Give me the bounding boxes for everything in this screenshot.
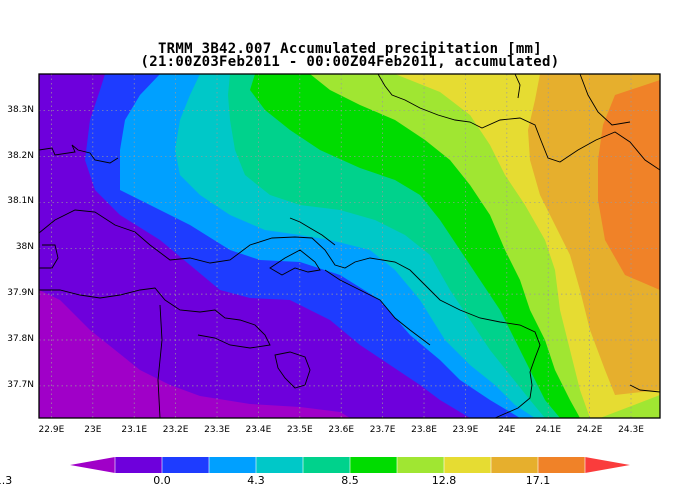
y-tick-label: 37.8N [7, 334, 34, 345]
colorbar-high-triangle [585, 457, 630, 473]
y-tick-label: 38N [15, 242, 34, 253]
x-tick-label: 23.4E [245, 425, 272, 435]
colorbar-swatch [491, 457, 539, 473]
y-tick-label: 38.2N [7, 150, 34, 161]
map-title: TRMM 3B42.007 Accumulated precipitation … [0, 41, 700, 70]
colorbar-low-triangle [70, 457, 115, 473]
y-tick-label: 38.3N [7, 104, 34, 115]
x-tick-label: 22.9E [38, 425, 65, 435]
colorbar-swatch [256, 457, 304, 473]
colorbar-tick-label: 21.3 [0, 474, 13, 487]
coastlines [39, 74, 660, 418]
colorbar-swatch [209, 457, 257, 473]
colorbar-tick-label: 17.1 [525, 474, 551, 487]
colorbar-swatch [538, 457, 586, 473]
x-tick-label: 23.9E [452, 425, 479, 435]
x-tick-label: 23.6E [328, 425, 355, 435]
x-tick-label: 23E [84, 425, 102, 435]
colorbar-swatch [162, 457, 210, 473]
colorbar-swatch [115, 457, 163, 473]
x-tick-label: 24.1E [535, 425, 562, 435]
x-tick-label: 23.1E [121, 425, 148, 435]
colorbar-tick-label: 12.8 [431, 474, 457, 487]
x-tick-label: 24E [498, 425, 516, 435]
precipitation-field [39, 74, 660, 418]
graticule [39, 74, 660, 418]
colorbar-swatch [444, 457, 492, 473]
colorbar-tick-label: 8.5 [341, 474, 359, 487]
colorbar-swatch [303, 457, 351, 473]
colorbar-tick-label: 0.0 [153, 474, 171, 487]
title-line-1: TRMM 3B42.007 Accumulated precipitation … [157, 41, 543, 57]
colorbar-swatch [350, 457, 398, 473]
x-tick-label: 23.8E [411, 425, 437, 435]
x-tick-label: 23.3E [204, 425, 230, 435]
x-tick-label: 24.2E [576, 425, 603, 435]
x-tick-label: 24.3E [618, 425, 644, 435]
y-tick-label: 38.1N [7, 196, 34, 207]
colorbar-tick-label: 4.3 [247, 474, 265, 487]
y-tick-label: 37.9N [7, 288, 34, 299]
colorbar-swatch [397, 457, 445, 473]
x-tick-label: 23.7E [369, 425, 396, 435]
y-tick-label: 37.7N [7, 379, 34, 390]
x-tick-label: 23.5E [286, 425, 313, 435]
map-frame [38, 73, 661, 419]
title-line-2: (21:00Z03Feb2011 - 00:00Z04Feb2011, accu… [140, 54, 560, 70]
x-tick-label: 23.2E [162, 425, 189, 435]
